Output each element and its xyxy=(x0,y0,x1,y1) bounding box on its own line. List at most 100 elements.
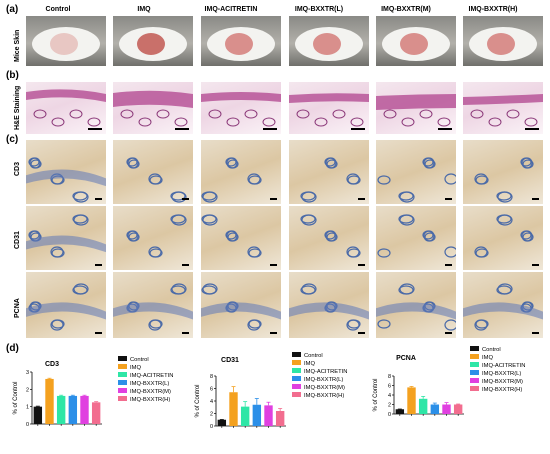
panel-letter-c: (c) xyxy=(6,134,19,145)
image-mice-bxxtr-l xyxy=(289,16,369,66)
column-header-bxxtr-h: IMQ-BXXTR(H) xyxy=(468,6,518,13)
column-header-acitretin: IMQ-ACITRETIN xyxy=(204,6,258,13)
legend-swatch xyxy=(470,378,479,383)
bar-imq xyxy=(229,392,238,426)
y-tick-label: 2 xyxy=(26,387,29,393)
legend-label: IMQ-BXXTR(M) xyxy=(304,385,345,391)
y-tick-label: 0 xyxy=(26,422,29,428)
image-pcna-acitretin xyxy=(201,272,281,338)
legend-label: IMQ-BXXTR(L) xyxy=(482,371,521,377)
legend-swatch xyxy=(118,388,127,393)
image-he-bxxtr-h xyxy=(463,82,543,134)
legend-label: Control xyxy=(304,353,323,359)
panel-letter-b: (b) xyxy=(6,70,19,81)
y-axis-label: % of Control xyxy=(373,378,379,411)
image-mice-bxxtr-m xyxy=(376,16,456,66)
y-tick-label: 3 xyxy=(26,370,29,376)
image-mice-imq xyxy=(113,16,193,66)
scale-bar xyxy=(175,128,189,130)
image-cd3-bxxtr-l xyxy=(289,140,369,204)
scale-bar xyxy=(263,128,277,130)
legend-swatch xyxy=(118,396,127,401)
bar-imq-bxxtr-l xyxy=(430,404,440,414)
image-cd3-bxxtr-h xyxy=(463,140,543,204)
bar-imq-bxxtr-h xyxy=(275,411,285,426)
image-he-bxxtr-m xyxy=(376,82,456,134)
legend-label: IMQ-ACITRETIN xyxy=(304,369,347,375)
bar-imq-acitretin xyxy=(418,398,428,414)
row-label-mice-skin: Mice Skin xyxy=(14,29,21,62)
column-header-control: Control xyxy=(45,6,71,13)
legend-swatch xyxy=(470,346,479,351)
image-pcna-bxxtr-m xyxy=(376,272,456,338)
scale-bar xyxy=(525,128,539,130)
row-label-cd31: CD31 xyxy=(14,231,21,249)
y-tick-label: 2 xyxy=(388,403,391,409)
panel-letter-a: (a) xyxy=(6,4,19,15)
scale-bar xyxy=(270,198,277,200)
legend-label: IMQ-BXXTR(L) xyxy=(130,381,169,387)
scale-bar xyxy=(270,264,277,266)
bar-chart-pcna: PCNA % of Control 0 2 4 6 8 Control IMQ IMQ-ACITR… xyxy=(373,346,525,418)
column-header-bxxtr-l: IMQ-BXXTR(L) xyxy=(294,6,344,13)
column-header-bxxtr-m: IMQ-BXXTR(M) xyxy=(381,6,431,13)
image-cd31-imq xyxy=(113,206,193,270)
image-he-imq xyxy=(113,82,193,134)
legend-swatch xyxy=(470,362,479,367)
y-tick-label: 8 xyxy=(210,374,213,380)
bar-imq xyxy=(407,387,416,414)
image-he-acitretin xyxy=(201,82,281,134)
y-tick-label: 1 xyxy=(26,405,29,411)
y-tick-label: 6 xyxy=(388,384,391,390)
legend-label: IMQ-BXXTR(M) xyxy=(130,389,171,395)
scale-bar xyxy=(445,264,452,266)
image-mice-bxxtr-h xyxy=(463,16,543,66)
image-cd3-acitretin xyxy=(201,140,281,204)
legend-swatch xyxy=(292,376,301,381)
legend-label: IMQ-BXXTR(M) xyxy=(482,379,523,385)
y-tick-label: 4 xyxy=(388,393,391,399)
bar-chart-cd31: CD31 % of Control 0 2 4 6 8 Control IMQ IMQ-ACITR… xyxy=(195,352,347,430)
scale-bar xyxy=(532,332,539,334)
image-pcna-imq xyxy=(113,272,193,338)
legend-label: Control xyxy=(482,347,501,353)
y-axis-label: % of Control xyxy=(13,381,19,414)
scale-bar xyxy=(95,264,102,266)
scale-bar xyxy=(358,198,365,200)
chart-title: CD31 xyxy=(221,357,239,364)
row-label-pcna: PCNA xyxy=(14,298,21,318)
y-tick-label: 8 xyxy=(388,374,391,380)
image-he-bxxtr-l xyxy=(289,82,369,134)
legend-label: IMQ-ACITRETIN xyxy=(130,373,173,379)
y-tick-label: 0 xyxy=(388,412,391,418)
image-pcna-control xyxy=(26,272,106,338)
scale-bar xyxy=(532,264,539,266)
bar-imq-acitretin xyxy=(56,395,66,424)
bar-imq-bxxtr-h xyxy=(453,404,463,414)
legend-label: IMQ-BXXTR(H) xyxy=(304,393,344,399)
bar-imq-acitretin xyxy=(240,406,250,426)
legend-swatch xyxy=(118,380,127,385)
image-mice-control xyxy=(26,16,106,66)
legend-swatch xyxy=(292,360,301,365)
y-tick-label: 4 xyxy=(210,399,213,405)
scale-bar xyxy=(532,198,539,200)
image-mice-acitretin xyxy=(201,16,281,66)
scale-bar xyxy=(182,332,189,334)
image-cd31-bxxtr-m xyxy=(376,206,456,270)
bar-control xyxy=(217,419,227,426)
legend-swatch xyxy=(470,386,479,391)
bar-imq-bxxtr-h xyxy=(91,402,101,424)
legend-label: Control xyxy=(130,357,149,363)
bar-control xyxy=(395,409,405,414)
bar-chart-cd3: CD3 % of Control 0 1 2 3 Control IMQ IMQ-ACITRET… xyxy=(13,356,173,428)
scale-bar xyxy=(438,128,452,130)
image-he-control xyxy=(26,82,106,134)
image-pcna-bxxtr-l xyxy=(289,272,369,338)
panel-letter-d: (d) xyxy=(6,343,19,354)
scale-bar xyxy=(445,198,452,200)
image-cd31-bxxtr-l xyxy=(289,206,369,270)
legend-swatch xyxy=(470,354,479,359)
bar-control xyxy=(33,406,43,424)
legend-label: IMQ xyxy=(482,355,493,361)
